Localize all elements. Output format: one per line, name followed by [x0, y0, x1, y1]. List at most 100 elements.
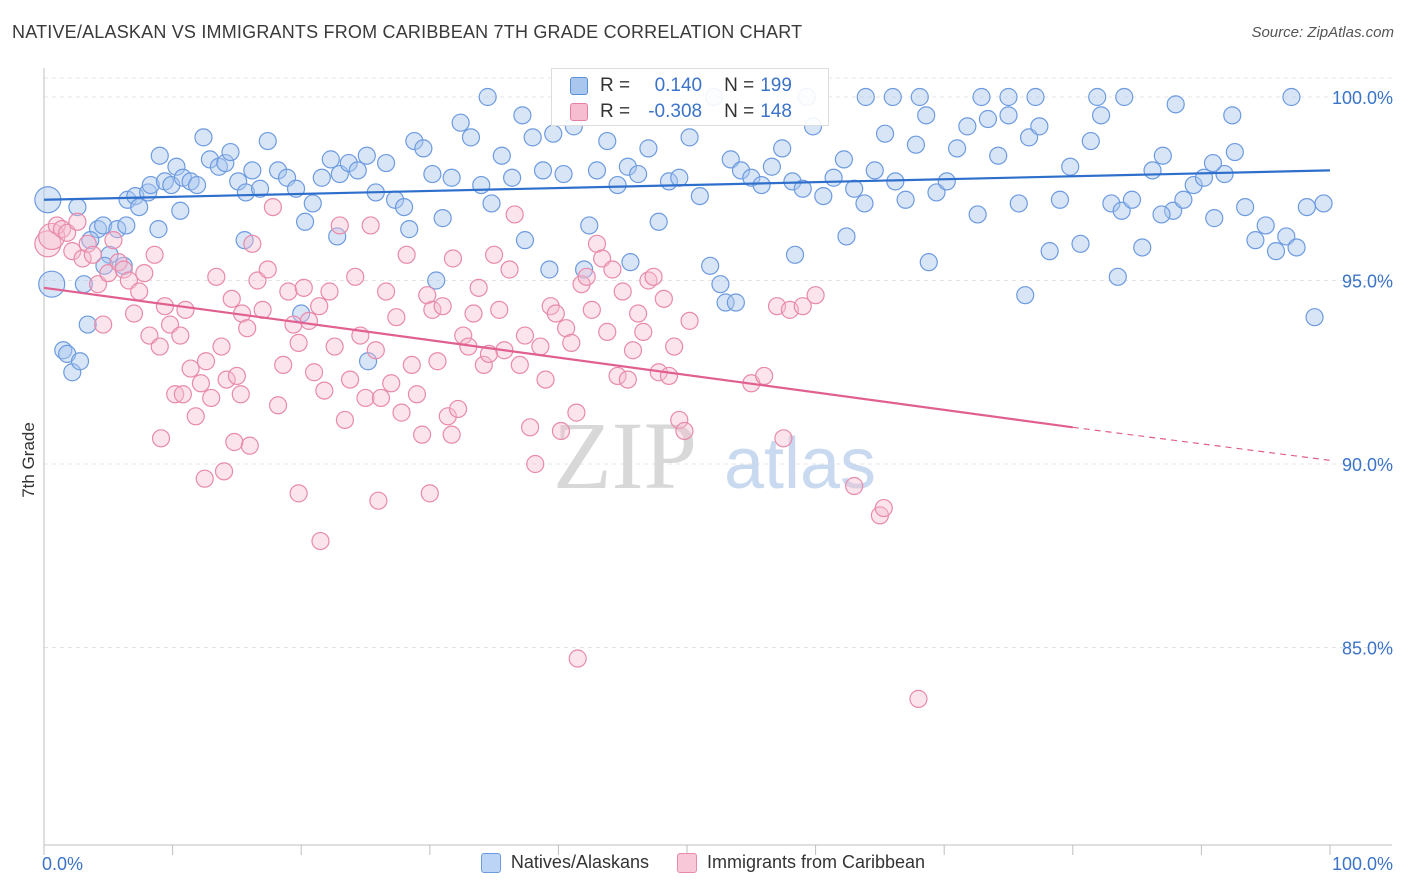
data-point — [330, 216, 349, 235]
y-axis-label: 7th Grade — [19, 422, 38, 498]
legend-item-natives[interactable]: Natives/Alaskans — [480, 852, 649, 873]
data-point — [623, 341, 643, 360]
data-point — [274, 355, 293, 375]
data-point — [299, 311, 319, 330]
data-point — [1071, 234, 1090, 253]
data-point — [917, 106, 936, 125]
data-point — [423, 164, 442, 184]
data-point — [268, 396, 288, 415]
data-point — [608, 175, 627, 195]
data-point — [412, 425, 432, 444]
data-point — [221, 142, 240, 162]
data-point — [503, 168, 522, 187]
data-point — [716, 293, 735, 312]
data-point — [366, 341, 385, 360]
data-point — [1282, 87, 1301, 107]
data-point — [382, 374, 401, 393]
data-point — [195, 469, 214, 488]
data-point — [670, 410, 689, 430]
y-tick-label: 100.0% — [1332, 88, 1393, 108]
data-point — [227, 366, 246, 386]
data-point — [478, 87, 497, 107]
data-point — [320, 282, 339, 301]
data-point — [490, 300, 509, 319]
data-point — [1184, 175, 1203, 195]
data-point — [999, 106, 1018, 125]
data-point — [289, 333, 308, 352]
chart-title: NATIVE/ALASKAN VS IMMIGRANTS FROM CARIBB… — [12, 22, 803, 42]
data-point — [231, 385, 250, 404]
data-point — [546, 304, 565, 323]
data-point — [875, 124, 895, 143]
data-point — [1266, 242, 1286, 261]
data-point — [443, 249, 463, 268]
data-point — [428, 352, 447, 371]
data-point — [448, 399, 468, 419]
watermark-zip: ZIP — [553, 402, 697, 509]
data-point — [94, 315, 113, 334]
trend-line — [43, 286, 1073, 429]
data-point — [937, 172, 956, 191]
data-point — [104, 231, 123, 250]
data-point — [989, 146, 1008, 165]
data-point — [141, 175, 160, 195]
data-point — [513, 106, 532, 125]
data-point — [521, 418, 540, 437]
legend-swatch-natives — [480, 852, 501, 873]
trend-line-extension — [1072, 426, 1331, 461]
correlation-stats-box: R = 0.140 N = 199 R = -0.308 N = 148 — [551, 68, 829, 126]
data-point — [575, 260, 594, 279]
data-point — [295, 212, 315, 231]
legend-item-caribbean[interactable]: Immigrants from Caribbean — [676, 852, 925, 873]
data-point — [376, 282, 396, 301]
data-point — [649, 212, 668, 231]
data-point — [238, 319, 257, 338]
data-point — [505, 205, 524, 224]
data-point — [1088, 87, 1107, 107]
data-point — [919, 253, 938, 272]
data-point — [999, 87, 1018, 107]
data-point — [883, 87, 902, 107]
data-point — [634, 322, 653, 341]
data-point — [670, 168, 689, 187]
y-tick-label: 85.0% — [1342, 639, 1393, 659]
data-point — [442, 425, 461, 444]
data-point — [608, 366, 627, 386]
data-point — [284, 315, 303, 334]
data-point — [397, 245, 416, 264]
data-point — [485, 245, 504, 264]
data-points — [34, 87, 1333, 708]
data-point — [173, 385, 192, 404]
data-point — [1026, 87, 1045, 107]
data-point — [117, 216, 136, 235]
data-point — [500, 260, 519, 279]
data-point — [171, 326, 190, 345]
data-point — [312, 168, 331, 187]
data-point — [910, 87, 929, 107]
data-point — [258, 260, 277, 279]
data-point — [968, 205, 987, 224]
data-point — [294, 278, 313, 297]
data-point — [402, 355, 421, 375]
data-point — [202, 388, 221, 408]
data-point — [315, 381, 334, 400]
data-point — [793, 179, 812, 198]
data-point — [731, 161, 751, 180]
data-point — [618, 157, 637, 176]
axes — [43, 68, 1392, 855]
data-point — [523, 128, 542, 147]
data-point — [701, 256, 720, 275]
data-point — [150, 337, 169, 356]
x-tick-label-max: 100.0% — [1332, 854, 1393, 874]
data-point — [515, 326, 535, 345]
data-point — [1203, 153, 1223, 173]
data-point — [856, 87, 875, 107]
data-point — [369, 491, 388, 510]
data-point — [577, 267, 596, 286]
data-point — [114, 260, 133, 279]
data-point — [464, 304, 483, 323]
data-point — [567, 403, 586, 422]
n-label: N = — [724, 101, 755, 122]
data-point — [659, 366, 679, 386]
